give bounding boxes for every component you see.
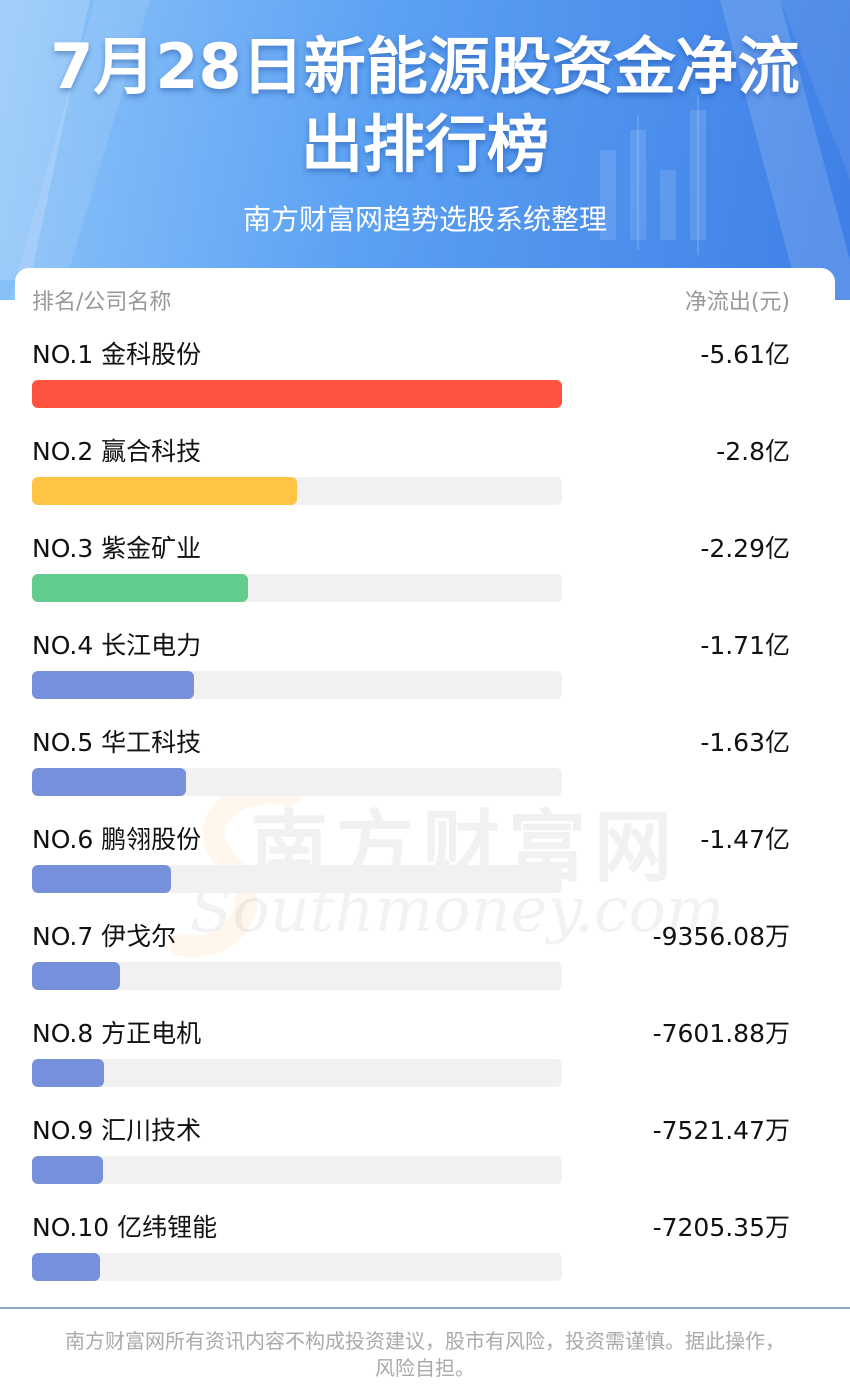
bar-track <box>32 671 562 699</box>
footer-divider <box>0 1307 850 1309</box>
column-header-rank-company: 排名/公司名称 <box>32 290 172 315</box>
footer-disclaimer: 南方财富网所有资讯内容不构成投资建议，股市有风险，投资需谨慎。据此操作，风险自担… <box>65 1329 785 1380</box>
net-outflow-value: -2.8亿 <box>716 437 790 466</box>
company-name-label: NO.6 鹏翎股份 <box>32 825 202 854</box>
table-row: NO.2 赢合科技 -2.8亿 <box>0 434 850 531</box>
company-name-label: NO.1 金科股份 <box>32 340 202 369</box>
bar-track <box>32 1059 562 1087</box>
company-name-label: NO.7 伊戈尔 <box>32 922 177 951</box>
outflow-bar <box>32 865 171 893</box>
outflow-bar <box>32 962 121 990</box>
page-title: 7月28日新能源股资金净流 出排行榜 <box>0 28 850 184</box>
table-row: NO.8 方正电机 -7601.88万 <box>0 1016 850 1113</box>
net-outflow-value: -9356.08万 <box>652 922 790 951</box>
bar-track <box>32 865 562 893</box>
outflow-bar <box>32 477 297 505</box>
bar-track <box>32 1253 562 1281</box>
net-outflow-value: -2.29亿 <box>700 534 790 563</box>
company-name-label: NO.9 汇川技术 <box>32 1116 202 1145</box>
header-banner: 7月28日新能源股资金净流 出排行榜 南方财富网趋势选股系统整理 <box>0 0 850 300</box>
table-row: NO.1 金科股份 -5.61亿 <box>0 337 850 434</box>
outflow-bar <box>32 574 249 602</box>
company-name-label: NO.3 紫金矿业 <box>32 534 202 563</box>
outflow-bar <box>32 1059 104 1087</box>
net-outflow-value: -5.61亿 <box>700 340 790 369</box>
bar-track <box>32 1156 562 1184</box>
decorative-background-graphic <box>0 0 850 300</box>
outflow-bar <box>32 671 194 699</box>
outflow-bar <box>32 1156 104 1184</box>
outflow-bar <box>32 380 562 408</box>
outflow-bar <box>32 768 186 796</box>
table-row: NO.7 伊戈尔 -9356.08万 <box>0 919 850 1016</box>
table-row: NO.5 华工科技 -1.63亿 <box>0 725 850 822</box>
bar-track <box>32 768 562 796</box>
table-row: NO.10 亿纬锂能 -7205.35万 <box>0 1210 850 1307</box>
bar-track <box>32 574 562 602</box>
bar-track <box>32 962 562 990</box>
bar-track <box>32 477 562 505</box>
column-header-net-outflow: 净流出(元) <box>684 290 790 315</box>
company-name-label: NO.4 长江电力 <box>32 631 202 660</box>
net-outflow-value: -1.71亿 <box>700 631 790 660</box>
company-name-label: NO.2 赢合科技 <box>32 437 202 466</box>
net-outflow-value: -7521.47万 <box>652 1116 790 1145</box>
net-outflow-value: -7205.35万 <box>652 1213 790 1242</box>
title-line-2: 出排行榜 <box>300 108 549 181</box>
net-outflow-value: -7601.88万 <box>652 1019 790 1048</box>
company-name-label: NO.10 亿纬锂能 <box>32 1213 218 1242</box>
page-subtitle: 南方财富网趋势选股系统整理 <box>242 203 607 236</box>
table-row: NO.9 汇川技术 -7521.47万 <box>0 1113 850 1210</box>
title-line-1: 7月28日新能源股资金净流 <box>50 30 800 103</box>
table-row: NO.4 长江电力 -1.71亿 <box>0 628 850 725</box>
net-outflow-value: -1.63亿 <box>700 728 790 757</box>
table-row: NO.3 紫金矿业 -2.29亿 <box>0 531 850 628</box>
company-name-label: NO.8 方正电机 <box>32 1019 202 1048</box>
outflow-bar <box>32 1253 101 1281</box>
table-row: NO.6 鹏翎股份 -1.47亿 <box>0 822 850 919</box>
company-name-label: NO.5 华工科技 <box>32 728 202 757</box>
bar-track <box>32 380 562 408</box>
net-outflow-value: -1.47亿 <box>700 825 790 854</box>
